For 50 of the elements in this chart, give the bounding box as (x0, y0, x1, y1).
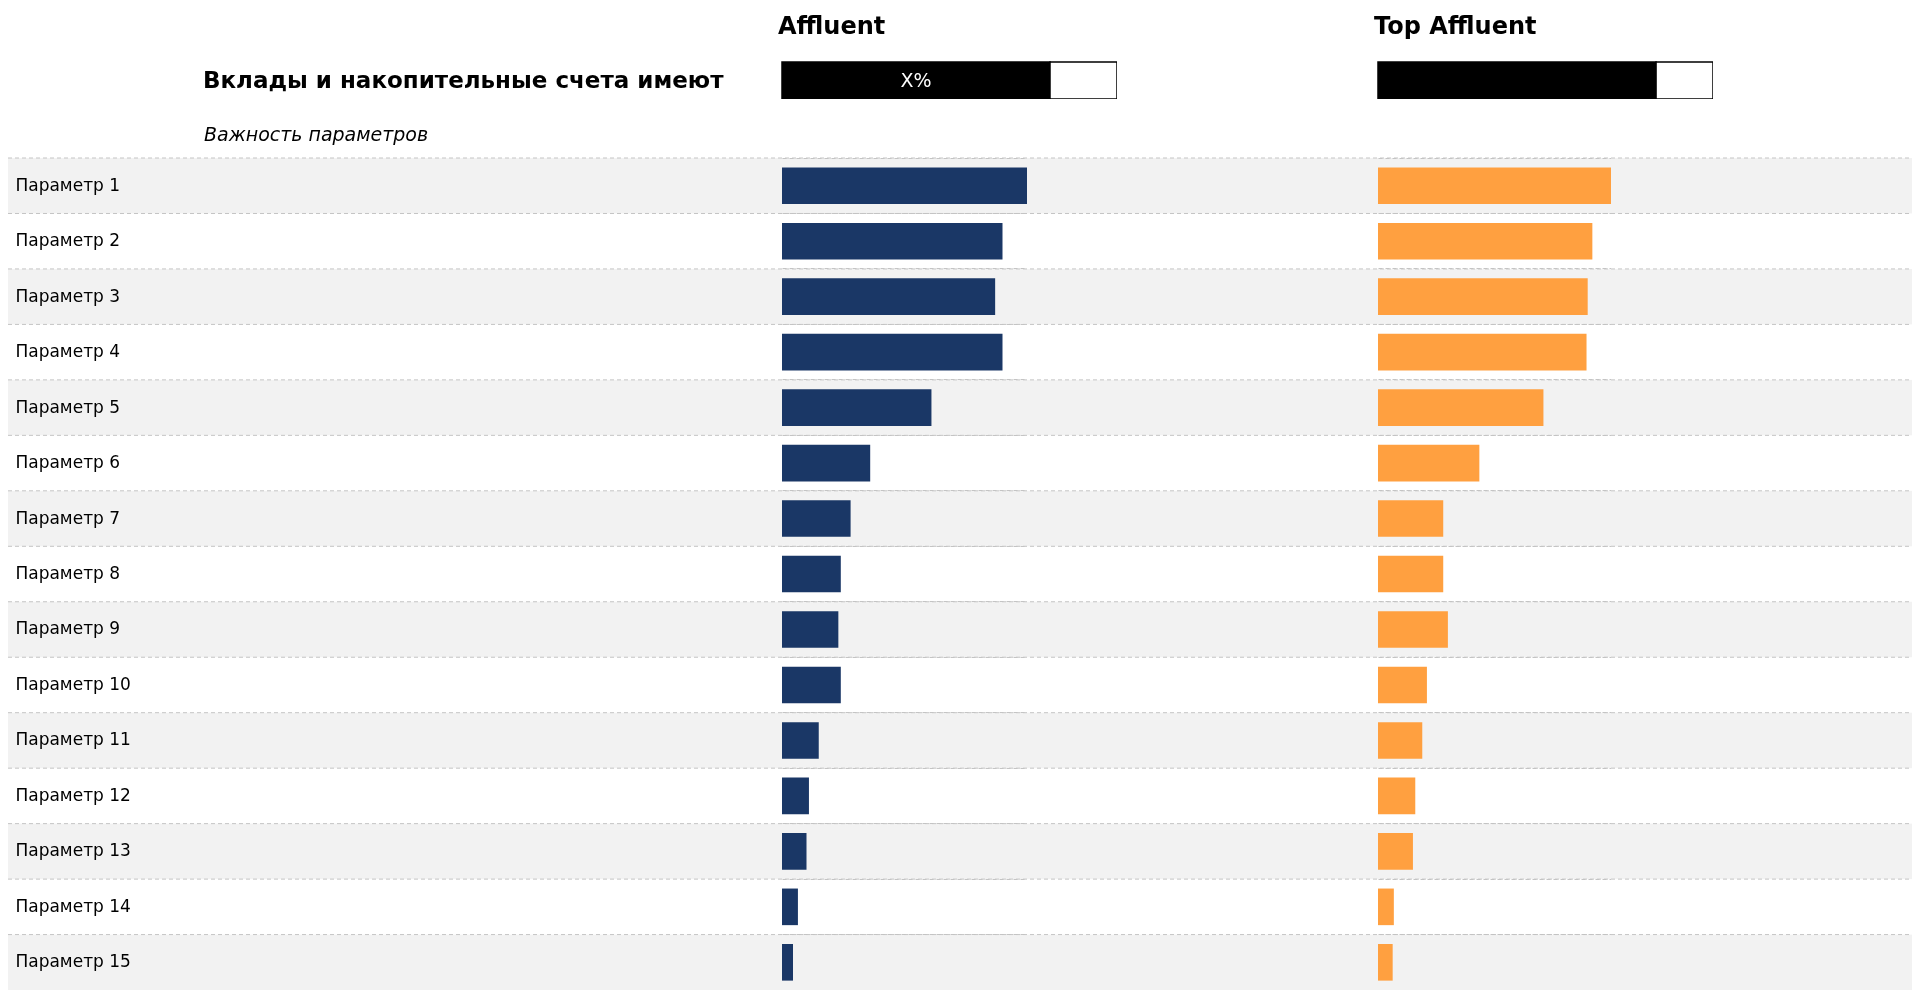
bar (782, 333, 1003, 371)
y-tick-label: Параметр 5 (15, 396, 121, 417)
bar (782, 722, 819, 759)
y-tick-label: Параметр 8 (15, 563, 121, 584)
bar (1378, 444, 1480, 482)
bar (782, 389, 932, 426)
bar (1378, 944, 1393, 981)
bar (1378, 500, 1444, 537)
y-tick-label: Параметр 4 (15, 341, 121, 362)
chart-title: Top Affluent (1374, 12, 1537, 41)
y-tick-label: Параметр 14 (15, 895, 131, 916)
bar (782, 944, 794, 981)
y-tick-label: Параметр 6 (15, 452, 121, 473)
bar (1378, 555, 1444, 593)
y-tick-label: Параметр 2 (15, 230, 121, 251)
bar (1378, 167, 1611, 205)
bar (1378, 888, 1394, 926)
y-tick-label: Параметр 15 (15, 951, 131, 972)
bar (1378, 389, 1544, 426)
bar (1378, 722, 1423, 759)
y-tick-label: Параметр 9 (15, 618, 121, 639)
annotation: X% (900, 68, 932, 91)
bar (782, 500, 851, 537)
y-tick-label: Параметр 10 (15, 673, 131, 694)
bar (1378, 222, 1593, 260)
bar (782, 555, 841, 593)
y-tick-label: Параметр 13 (15, 840, 131, 861)
y-tick-label: Параметр 11 (15, 729, 131, 750)
y-tick-label: Параметр 12 (15, 784, 131, 805)
bar (1378, 333, 1587, 371)
bar (1378, 278, 1588, 315)
bar (782, 666, 841, 704)
chart-title: Affluent (778, 12, 886, 41)
bar (782, 611, 839, 648)
bar (1378, 666, 1427, 704)
bar (782, 833, 807, 870)
bar (782, 777, 809, 815)
text: Важность параметров (204, 123, 429, 145)
bar (1378, 611, 1448, 648)
bar (782, 888, 798, 926)
y-tick-label: Параметр 3 (15, 285, 121, 306)
bar (782, 222, 1003, 260)
bar (1378, 777, 1416, 815)
bar (782, 167, 1027, 205)
bar (1378, 833, 1413, 870)
y-axis-title: Вклады и накопительные счета имеют (202, 67, 725, 93)
bar (782, 278, 996, 315)
y-tick-label: Параметр 7 (15, 507, 121, 528)
y-tick-label: Параметр 1 (15, 174, 121, 195)
bar (782, 444, 871, 482)
